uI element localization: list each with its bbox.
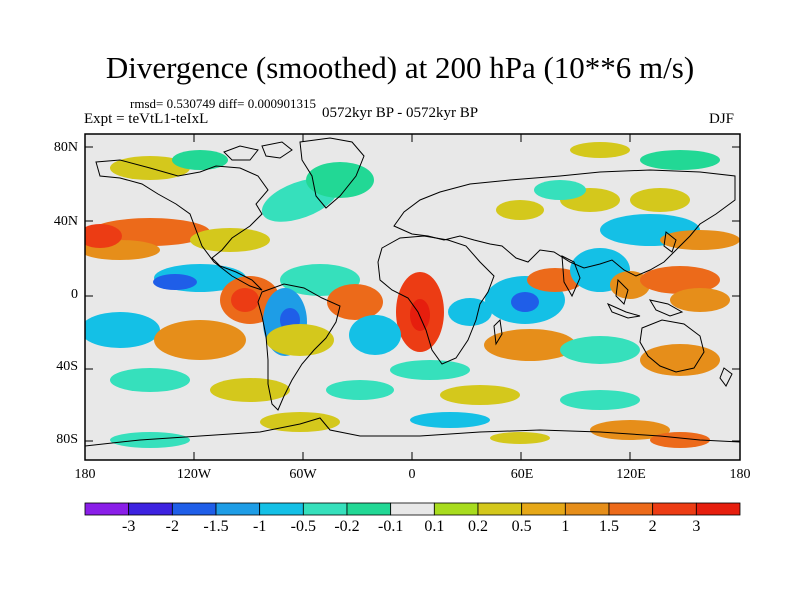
contour-blob — [640, 150, 720, 170]
contour-blob — [610, 271, 650, 299]
x-label-180e: 180 — [729, 467, 751, 482]
colorbar-swatch — [608, 502, 654, 516]
contour-blob — [85, 312, 160, 348]
x-label-60e: 60E — [510, 467, 534, 482]
colorbar-label: 3 — [692, 518, 701, 535]
colorbar-swatch — [215, 502, 261, 516]
contour-blob — [527, 268, 583, 292]
colorbar-label: -0.1 — [377, 518, 404, 535]
contour-blob — [660, 230, 740, 250]
contour-blob — [327, 284, 383, 320]
contour-blob — [260, 412, 340, 432]
x-label-120w: 120W — [176, 467, 212, 482]
colorbar-label: 0.1 — [424, 518, 445, 535]
contour-blob — [484, 329, 576, 361]
experiment-label: Expt = teVtL1-teIxL — [84, 111, 209, 127]
y-label-eq: 0 — [71, 287, 78, 302]
y-label-80s: 80S — [56, 432, 78, 447]
colorbar-label: -2 — [165, 518, 179, 535]
colorbar-label: 1.5 — [599, 518, 619, 535]
colorbar-label: 1 — [561, 518, 570, 535]
colorbar-swatch — [521, 502, 566, 516]
colorbar-label: -1 — [252, 518, 267, 535]
axis-ticks — [84, 134, 741, 460]
contour-blob — [390, 360, 470, 380]
contour-blob — [172, 150, 228, 170]
x-label-0: 0 — [408, 467, 416, 482]
colorbar-swatch — [564, 502, 610, 516]
contour-blob — [231, 288, 259, 312]
period-label: 0572kyr BP - 0572kyr BP — [322, 105, 479, 121]
colorbar-swatch — [433, 502, 479, 516]
contour-blob — [440, 385, 520, 405]
contour-blob — [410, 299, 430, 331]
contour-blob — [410, 412, 490, 428]
colorbar-label: 0.5 — [511, 518, 532, 535]
contour-blob — [534, 180, 586, 200]
contour-blob — [560, 390, 640, 410]
x-label-120e: 120E — [616, 467, 646, 482]
contour-blob — [85, 224, 122, 248]
plot-title: Divergence (smoothed) at 200 hPa (10**6 … — [105, 50, 695, 85]
contour-blob — [640, 266, 720, 294]
colorbar-swatch — [652, 502, 697, 516]
x-label-60w: 60W — [289, 467, 317, 482]
colorbar-swatch — [259, 502, 304, 516]
colorbar-swatch — [390, 502, 435, 516]
contour-blob — [306, 162, 374, 198]
contour-blob — [570, 142, 630, 158]
coastlines — [85, 137, 740, 447]
contour-blob — [496, 200, 544, 220]
colorbar-label: -1.5 — [203, 518, 229, 535]
colorbar-swatch — [477, 502, 523, 516]
y-label-40s: 40S — [56, 359, 78, 374]
contour-blob — [490, 432, 550, 444]
contour-blob — [640, 344, 720, 376]
contour-blob — [560, 336, 640, 364]
contour-blob — [266, 324, 334, 356]
season-label: DJF — [709, 111, 735, 127]
x-label-180w: 180 — [74, 467, 96, 482]
y-label-40n: 40N — [53, 214, 78, 229]
contour-blob — [349, 315, 401, 355]
contour-blob — [153, 274, 197, 290]
colorbar-swatch — [84, 502, 130, 516]
colorbar-label: -0.2 — [334, 518, 360, 535]
colorbar-label: 0.2 — [468, 518, 488, 535]
colorbar-label: -0.5 — [290, 518, 316, 535]
colorbar-swatch — [302, 502, 348, 516]
contour-blob — [110, 432, 190, 448]
contour-blob — [326, 380, 394, 400]
contour-blob — [670, 288, 730, 312]
colorbar-swatch — [695, 502, 741, 516]
contour-blob — [110, 368, 190, 392]
divergence-field — [85, 134, 740, 460]
contour-blob — [154, 320, 246, 360]
stats-line: rmsd= 0.530749 diff= 0.000901315 — [130, 96, 316, 111]
colorbar-label: -3 — [121, 518, 136, 535]
colorbar-swatch — [171, 502, 217, 516]
colorbar-swatch — [346, 502, 392, 516]
colorbar-swatch — [128, 502, 173, 516]
contour-blob — [630, 188, 690, 212]
contour-blob — [448, 298, 492, 326]
contour-blob — [511, 292, 539, 312]
colorbar-label: 2 — [648, 518, 657, 535]
colorbar — [84, 502, 741, 516]
contour-blob — [210, 378, 290, 402]
y-label-80n: 80N — [53, 140, 78, 155]
